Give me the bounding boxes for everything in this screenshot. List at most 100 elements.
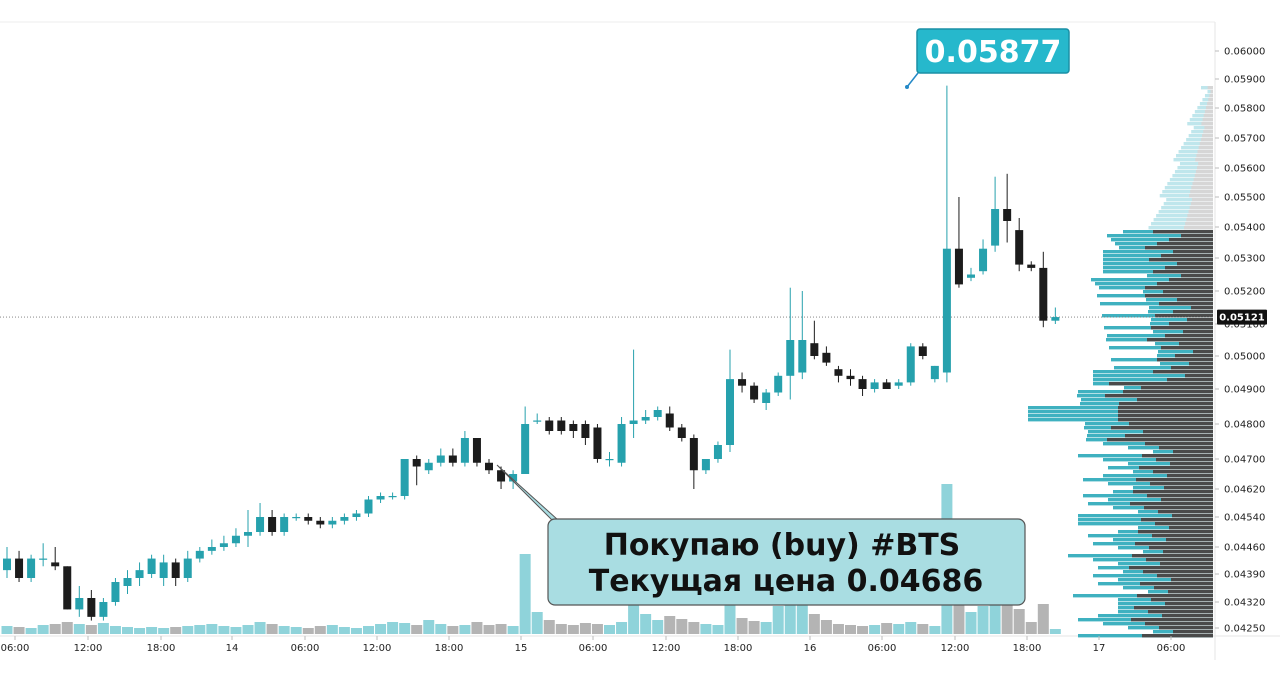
volume-profile-row-down	[1167, 474, 1213, 478]
volume-profile-row-light	[1207, 86, 1213, 90]
volume-bar	[1001, 589, 1013, 634]
volume-bar	[194, 625, 206, 634]
volume-profile-row-down	[1183, 330, 1213, 334]
high-price-label: 0.05877	[925, 35, 1062, 70]
candle-body	[304, 517, 313, 521]
volume-profile-row-light	[1202, 118, 1213, 122]
candle-body	[870, 382, 879, 389]
volume-profile-row-down	[1145, 286, 1213, 290]
volume-profile-row-down	[1109, 382, 1213, 386]
y-axis-ticks: 0.06000 0.05900 0.05800 0.05700 0.05600 0.055…	[1215, 47, 1265, 635]
volume-bar	[230, 627, 242, 634]
volume-bar	[435, 624, 447, 634]
volume-profile-row-light	[1183, 226, 1213, 230]
volume-profile-row	[1173, 158, 1213, 162]
volume-profile-row-light	[1208, 98, 1213, 102]
volume-bar	[857, 626, 869, 634]
volume-bar	[1013, 609, 1025, 634]
candle-body	[882, 382, 891, 389]
candle-body	[822, 352, 831, 363]
y-tick-label: 0.05800	[1224, 104, 1265, 115]
volume-profile-row-down	[1161, 254, 1213, 258]
volume-bar	[1, 626, 13, 634]
volume-bar	[423, 620, 435, 634]
volume-profile-row-light	[1209, 94, 1213, 98]
candle-body	[629, 420, 638, 424]
volume-profile-row	[1147, 274, 1213, 278]
volume-profile-row	[1100, 302, 1213, 306]
x-tick-label: 18:00	[435, 643, 464, 654]
x-axis-ticks: 06:00 12:00 18:00 14 06:00 12:00 18:00 15 06:00 1…	[1, 636, 1185, 654]
volume-profile-row-down	[1147, 494, 1213, 498]
candle-body	[51, 562, 60, 567]
candle-body	[388, 496, 397, 498]
candle-body	[436, 455, 445, 463]
volume-profile-row	[1153, 218, 1213, 222]
candle-body	[665, 413, 674, 428]
volume-profile-row-down	[1170, 462, 1213, 466]
candle-body	[244, 532, 252, 536]
volume-bar	[760, 622, 772, 634]
volume-profile-row-down	[1139, 466, 1213, 470]
y-tick-label: 0.04250	[1224, 624, 1265, 635]
volume-bar	[664, 616, 676, 634]
volume-profile-row	[1103, 250, 1213, 254]
volume-bar	[772, 606, 784, 634]
volume-profile-row-down	[1171, 366, 1213, 370]
volume-profile-row	[1186, 138, 1213, 142]
y-tick-label: 0.04900	[1224, 385, 1265, 396]
volume-profile-row-down	[1189, 362, 1213, 366]
volume-profile-row-down	[1167, 378, 1213, 382]
volume-profile-row-down	[1163, 550, 1213, 554]
volume-bar	[905, 622, 917, 634]
y-tick-label: 0.05100	[1224, 320, 1265, 331]
volume-profile-row-down	[1169, 278, 1213, 282]
volume-bar	[965, 612, 977, 634]
volume-bar	[820, 620, 832, 634]
candle-body	[340, 517, 349, 521]
volume-bar	[314, 626, 326, 634]
candle-body	[509, 474, 518, 482]
candle-body	[521, 424, 530, 474]
volume-bar	[567, 625, 579, 634]
volume-profile-row-down	[1140, 582, 1213, 586]
x-tick-label: 17	[1093, 643, 1106, 654]
volume-profile-row-light	[1199, 142, 1213, 146]
y-tick-label: 0.04390	[1224, 570, 1265, 581]
volume-profile-row	[1156, 214, 1213, 218]
volume-bar	[712, 625, 724, 634]
volume-profile-row-down	[1105, 394, 1213, 398]
y-tick-label: 0.04620	[1224, 485, 1265, 496]
volume-profile-row-down	[1118, 406, 1213, 410]
volume-profile-row	[1197, 106, 1213, 110]
volume-profile-row	[1201, 86, 1213, 90]
volume-bar	[109, 626, 121, 634]
volume-profile-row	[1159, 194, 1213, 198]
volume-profile-row-down	[1145, 622, 1213, 626]
volume-bar	[290, 627, 302, 634]
volume-profile-row-light	[1194, 174, 1213, 178]
callout-line-2: Текущая цена 0.04686	[589, 564, 983, 599]
volume-bar	[97, 623, 109, 634]
volume-profile-row-down	[1173, 630, 1213, 634]
volume-profile-row-down	[1185, 374, 1213, 378]
volume-profile-row	[1207, 90, 1213, 94]
volume-profile-row-down	[1156, 458, 1213, 462]
x-tick-label: 12:00	[363, 643, 392, 654]
volume-profile-row-light	[1191, 198, 1213, 202]
volume-profile-row-down	[1159, 446, 1213, 450]
candle-body	[3, 558, 11, 571]
volume-bar	[302, 628, 314, 634]
candle-body	[1039, 267, 1048, 321]
y-tick-label: 0.04540	[1224, 513, 1265, 524]
volume-profile-row	[1166, 198, 1213, 202]
volume-bar	[170, 627, 182, 634]
volume-bar	[724, 599, 736, 634]
volume-profile-row-down	[1145, 442, 1213, 446]
volume-bar	[579, 623, 591, 634]
volume-profile-row	[1204, 94, 1213, 98]
volume-profile-row	[1078, 522, 1213, 526]
volume-profile-row-down	[1123, 390, 1213, 394]
volume-profile-row-down	[1131, 618, 1213, 622]
